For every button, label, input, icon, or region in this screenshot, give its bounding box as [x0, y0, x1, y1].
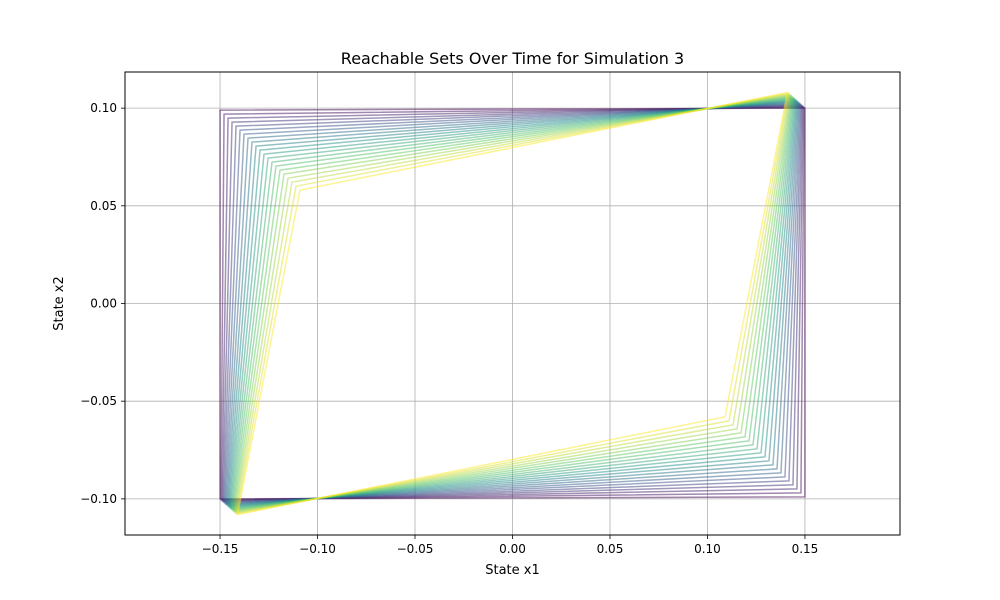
reachable-set-polygon	[222, 104, 803, 503]
reachable-set-polygon	[230, 97, 795, 510]
grid	[125, 72, 900, 535]
y-tick-label: 0.00	[90, 297, 117, 311]
reachable-set-polygon	[226, 101, 799, 506]
x-tick-label: −0.10	[299, 542, 336, 556]
reachable-set-polygon	[227, 99, 798, 508]
x-axis-label: State x1	[485, 563, 540, 578]
y-tick-label: 0.10	[90, 101, 117, 115]
reachable-set-polygon	[234, 93, 791, 514]
x-tick-label: 0.05	[597, 542, 624, 556]
y-tick-label: −0.10	[80, 492, 117, 506]
y-axis-label: State x2	[52, 276, 67, 331]
reachable-set-polygon	[219, 107, 806, 500]
x-tick-label: −0.05	[397, 542, 434, 556]
reachable-set-polygon	[225, 101, 800, 506]
ticks: −0.15 −0.10 −0.05 0.00 0.05 0.10 0.15 −0.10 −0.0…	[80, 101, 818, 556]
reachable-set-polygon	[223, 103, 802, 504]
reachable-set-polygon	[235, 92, 790, 515]
reachable-set-polygon	[220, 106, 805, 501]
reachable-set-polygon	[227, 100, 798, 507]
x-tick-label: −0.15	[202, 542, 239, 556]
reachable-set-polygon	[221, 105, 804, 502]
y-tick-label: 0.05	[90, 199, 117, 213]
y-tick-label: −0.05	[80, 394, 117, 408]
reachable-set-polygon	[232, 95, 793, 512]
reachable-set-polygon	[224, 102, 801, 505]
reachable-set-polygon	[229, 97, 796, 510]
x-tick-label: 0.15	[792, 542, 819, 556]
reachable-sets	[219, 91, 806, 516]
reachable-set-polygon	[221, 105, 804, 502]
reachable-set-polygon	[236, 91, 789, 516]
chart-title: Reachable Sets Over Time for Simulation …	[341, 49, 684, 68]
x-tick-label: 0.00	[499, 542, 526, 556]
reachable-set-polygon	[228, 98, 797, 509]
reachable-set-polygon	[233, 94, 792, 513]
x-tick-label: 0.10	[694, 542, 721, 556]
reachable-set-polygon	[231, 96, 794, 511]
reachable-set-polygon	[234, 93, 791, 514]
